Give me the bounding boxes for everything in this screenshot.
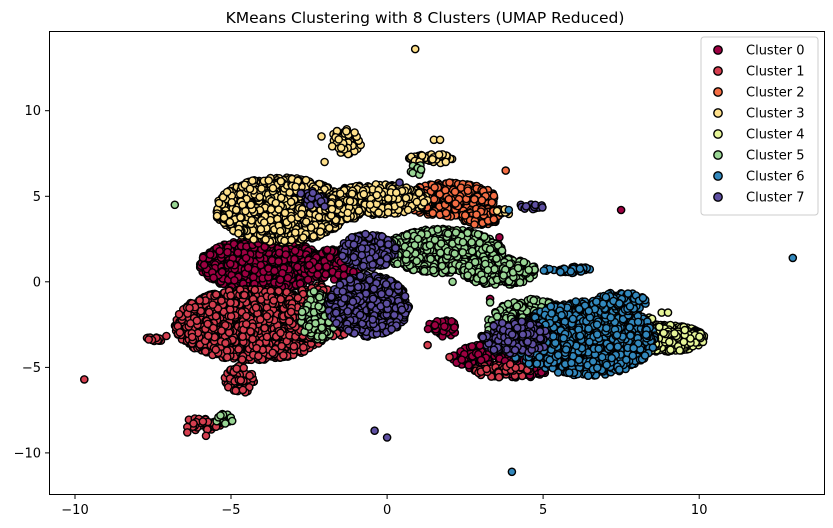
scatter-point-cluster-0: [304, 260, 314, 270]
scatter-point-cluster-0: [325, 252, 335, 262]
scatter-point-cluster-1: [232, 364, 241, 374]
scatter-points: [80, 44, 798, 477]
scatter-point-cluster-1: [217, 326, 226, 336]
scatter-point-cluster-1: [269, 296, 279, 305]
scatter-point-cluster-1: [240, 290, 249, 300]
scatter-point-cluster-1: [162, 331, 171, 341]
scatter-point-cluster-0: [616, 205, 626, 215]
scatter-point-cluster-1: [222, 352, 232, 362]
scatter-point-cluster-1: [276, 328, 285, 338]
scatter-point-cluster-1: [277, 341, 286, 351]
scatter-point-cluster-1: [293, 293, 303, 303]
scatter-point-cluster-1: [221, 338, 230, 348]
scatter-point-cluster-1: [204, 307, 214, 317]
scatter-point-cluster-1: [198, 417, 208, 426]
scatter-point-cluster-1: [239, 363, 248, 373]
scatter-point-cluster-0: [217, 267, 227, 277]
scatter-point-cluster-0: [475, 341, 485, 350]
scatter-point-cluster-1: [195, 296, 204, 305]
scatter-point-cluster-1: [211, 345, 221, 355]
scatter-point-cluster-0: [270, 266, 279, 276]
scatter-point-cluster-1: [241, 319, 251, 329]
scatter-point-cluster-0: [430, 320, 440, 330]
scatter-point-cluster-1: [234, 344, 243, 354]
scatter-point-cluster-1: [226, 298, 235, 308]
scatter-point-cluster-0: [241, 253, 251, 263]
scatter-point-cluster-0: [321, 269, 331, 279]
scatter-point-cluster-1: [289, 342, 299, 351]
scatter-point-cluster-1: [279, 351, 288, 360]
scatter-point-cluster-1: [185, 303, 194, 313]
scatter-point-cluster-1: [262, 332, 272, 342]
scatter-point-cluster-1: [254, 351, 263, 361]
scatter-point-cluster-0: [225, 259, 235, 269]
scatter-point-cluster-0: [223, 247, 232, 257]
scatter-point-cluster-1: [208, 300, 217, 310]
scatter-point-cluster-0: [322, 245, 332, 255]
scatter-point-cluster-0: [281, 250, 291, 259]
scatter-point-cluster-1: [286, 307, 296, 317]
scatter-point-cluster-0: [283, 273, 293, 283]
scatter-point-cluster-0: [198, 253, 208, 263]
scatter-point-cluster-1: [245, 371, 254, 381]
scatter-point-cluster-1: [236, 375, 246, 385]
scatter-point-cluster-1: [246, 327, 255, 336]
scatter-point-cluster-1: [80, 375, 89, 384]
scatter-point-cluster-1: [209, 323, 218, 333]
scatter-point-cluster-1: [248, 334, 257, 344]
scatter-point-cluster-1: [284, 317, 294, 326]
scatter-point-cluster-0: [495, 232, 504, 242]
scatter-point-cluster-0: [464, 360, 474, 370]
scatter-point-cluster-1: [494, 372, 504, 382]
scatter-point-cluster-0: [457, 355, 467, 365]
scatter-point-cluster-1: [201, 347, 210, 356]
scatter-point-cluster-0: [274, 257, 283, 266]
scatter-point-cluster-0: [440, 322, 449, 331]
scatter-point-cluster-1: [226, 291, 235, 300]
scatter-point-cluster-1: [241, 311, 251, 321]
scatter-point-cluster-1: [268, 348, 278, 358]
scatter-point-cluster-0: [230, 275, 239, 285]
scatter-point-cluster-1: [144, 335, 153, 344]
scatter-point-cluster-1: [187, 332, 197, 342]
scatter-point-cluster-1: [201, 431, 211, 441]
scatter-point-cluster-1: [482, 364, 491, 374]
scatter-point-cluster-1: [182, 428, 192, 437]
scatter-point-cluster-0: [450, 323, 459, 332]
scatter-point-cluster-1: [203, 331, 213, 341]
chart-title: KMeans Clustering with 8 Clusters (UMAP …: [226, 9, 625, 27]
scatter-point-cluster-1: [238, 332, 247, 342]
scatter-point-cluster-0: [233, 248, 243, 257]
scatter-point-cluster-1: [299, 343, 308, 352]
scatter-point-cluster-1: [260, 323, 269, 333]
scatter-point-cluster-0: [290, 254, 299, 264]
scatter-point-cluster-1: [211, 290, 221, 299]
scatter-point-cluster-0: [199, 260, 209, 270]
scatter-point-cluster-1: [251, 303, 261, 312]
scatter-point-cluster-0: [205, 250, 215, 259]
scatter-point-cluster-1: [175, 328, 185, 337]
scatter-point-cluster-1: [252, 343, 261, 353]
scatter-point-cluster-0: [243, 263, 253, 273]
scatter-point-cluster-1: [174, 309, 184, 319]
scatter-point-cluster-0: [467, 342, 477, 351]
scatter-point-cluster-1: [211, 311, 221, 321]
scatter-point-cluster-0: [293, 262, 302, 272]
scatter-point-cluster-0: [209, 273, 218, 283]
scatter-point-cluster-0: [275, 275, 285, 285]
scatter-point-cluster-1: [231, 386, 240, 396]
scatter-point-cluster-1: [445, 352, 454, 362]
scatter-point-cluster-1: [226, 311, 236, 321]
scatter-point-cluster-0: [322, 262, 331, 272]
scatter-point-cluster-1: [250, 285, 260, 295]
scatter-point-cluster-1: [262, 311, 272, 321]
scatter-point-cluster-0: [290, 246, 300, 256]
scatter-point-cluster-1: [217, 296, 226, 305]
scatter-point-cluster-0: [313, 270, 322, 279]
scatter-point-cluster-1: [238, 385, 248, 395]
scatter-point-cluster-1: [192, 316, 202, 326]
scatter-point-cluster-1: [423, 340, 432, 350]
scatter-point-cluster-0: [215, 246, 224, 256]
